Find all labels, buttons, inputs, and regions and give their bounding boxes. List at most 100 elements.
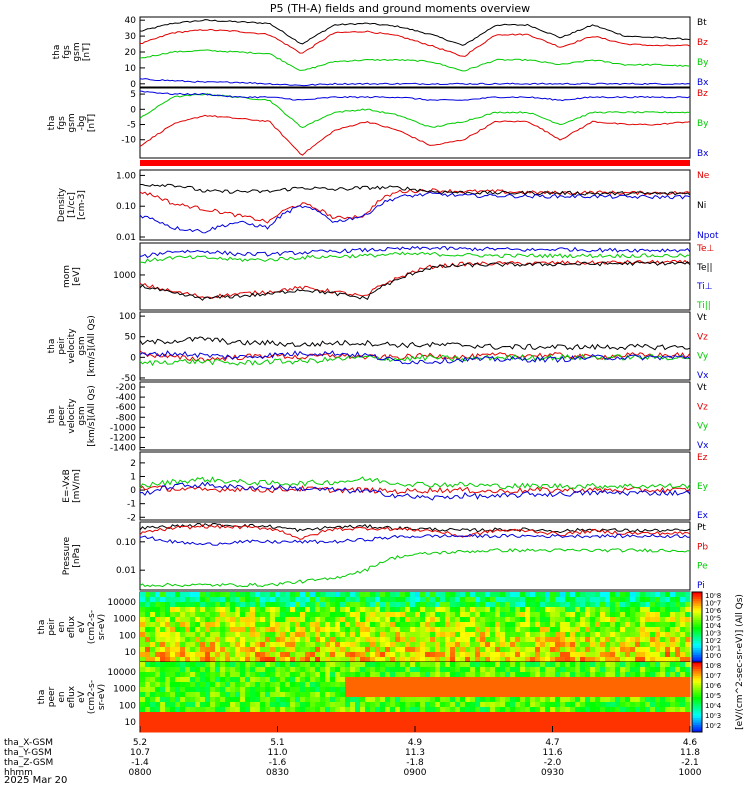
heat-cell (320, 622, 326, 628)
heat-cell (675, 627, 681, 633)
heat-cell (270, 657, 276, 663)
heat-cell (495, 617, 501, 623)
heat-cell (640, 722, 646, 728)
heat-cell (390, 647, 396, 653)
heat-cell (440, 652, 446, 658)
heat-cell (660, 612, 666, 618)
y-label-line: tha (47, 339, 57, 354)
heat-cell (490, 702, 496, 708)
heat-cell (205, 602, 211, 608)
heat-cell (230, 602, 236, 608)
heat-cell (295, 622, 301, 628)
heat-cell (440, 682, 446, 688)
heat-cell (490, 612, 496, 618)
heat-cell (495, 717, 501, 723)
heat-cell (540, 702, 546, 708)
heat-cell (175, 602, 181, 608)
heat-cell (610, 682, 616, 688)
heat-cell (385, 707, 391, 713)
heat-cell (675, 652, 681, 658)
heat-cell (545, 722, 551, 728)
heat-cell (360, 622, 366, 628)
heat-cell (545, 677, 551, 683)
heat-cell (170, 617, 176, 623)
heat-cell (410, 657, 416, 663)
series-line-Ez (139, 485, 691, 495)
heat-cell (435, 682, 441, 688)
colorbar-tick: 10ⁿ6 (705, 682, 722, 690)
heat-cell (385, 647, 391, 653)
heat-cell (505, 622, 511, 628)
heat-cell (200, 717, 206, 723)
heat-cell (465, 607, 471, 613)
heat-cell (215, 687, 221, 693)
heat-cell (265, 607, 271, 613)
heat-cell (560, 702, 566, 708)
heat-cell (435, 652, 441, 658)
heat-cell (550, 607, 556, 613)
heat-cell (420, 642, 426, 648)
heat-cell (155, 707, 161, 713)
heat-cell (235, 727, 241, 733)
heat-cell (355, 697, 361, 703)
heat-cell (465, 647, 471, 653)
heat-cell (555, 627, 561, 633)
heat-cell (190, 612, 196, 618)
heat-cell (235, 722, 241, 728)
heat-cell (140, 702, 146, 708)
heat-cell (480, 667, 486, 673)
heat-cell (630, 682, 636, 688)
heat-cell (460, 702, 466, 708)
heat-cell (315, 722, 321, 728)
heat-cell (525, 647, 531, 653)
heat-cell (645, 722, 651, 728)
heat-cell (610, 677, 616, 683)
heat-cell (415, 637, 421, 643)
heat-cell (155, 642, 161, 648)
heat-cell (240, 617, 246, 623)
heat-cell (595, 712, 601, 718)
heat-cell (380, 637, 386, 643)
heat-cell (420, 687, 426, 693)
heat-cell (620, 647, 626, 653)
heat-cell (475, 692, 481, 698)
heat-cell (235, 642, 241, 648)
heat-cell (195, 597, 201, 603)
heat-cell (475, 657, 481, 663)
heat-cell (470, 627, 476, 633)
heat-cell (420, 697, 426, 703)
heat-cell (225, 672, 231, 678)
heat-cell (275, 712, 281, 718)
heat-cell (140, 632, 146, 638)
heat-cell (540, 632, 546, 638)
heat-cell (390, 607, 396, 613)
heat-cell (625, 597, 631, 603)
heat-cell (510, 667, 516, 673)
heat-cell (485, 697, 491, 703)
heat-cell (440, 627, 446, 633)
heat-cell (150, 642, 156, 648)
heat-cell (285, 597, 291, 603)
heat-cell (175, 702, 181, 708)
heat-cell (540, 677, 546, 683)
heat-cell (185, 617, 191, 623)
heat-cell (660, 617, 666, 623)
heat-cell (680, 602, 686, 608)
heat-cell (225, 602, 231, 608)
heat-cell (635, 652, 641, 658)
heat-cell (405, 632, 411, 638)
heat-cell (215, 632, 221, 638)
heat-cell (310, 612, 316, 618)
heat-cell (420, 707, 426, 713)
heat-cell (390, 642, 396, 648)
heat-cell (325, 687, 331, 693)
heat-cell (395, 702, 401, 708)
heat-cell (195, 727, 201, 733)
heat-cell (405, 682, 411, 688)
heat-cell (260, 677, 266, 683)
heat-cell (610, 662, 616, 668)
heat-cell (435, 687, 441, 693)
heat-cell (360, 597, 366, 603)
heat-cell (270, 592, 276, 598)
heat-cell (355, 707, 361, 713)
